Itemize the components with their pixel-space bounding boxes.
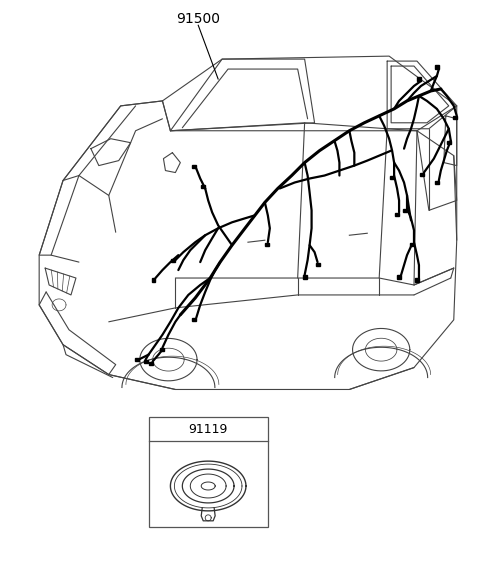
Bar	[403, 209, 407, 212]
Bar	[148, 362, 153, 365]
Bar	[453, 116, 457, 119]
Bar	[134, 358, 139, 361]
Bar	[447, 141, 451, 144]
Bar	[315, 263, 320, 265]
Bar	[192, 165, 196, 168]
Bar	[265, 243, 269, 246]
Bar	[390, 176, 394, 179]
Bar	[420, 173, 424, 176]
Bar	[192, 318, 196, 321]
Text: 91500: 91500	[176, 12, 220, 26]
Bar	[417, 78, 421, 80]
Bar	[410, 243, 414, 246]
Bar	[302, 276, 307, 278]
Bar	[160, 348, 165, 351]
Bar	[144, 360, 147, 363]
Bar	[415, 278, 419, 282]
Bar	[171, 259, 175, 261]
Bar	[148, 417, 268, 527]
Bar	[395, 213, 399, 216]
Bar	[397, 276, 401, 278]
Bar	[201, 185, 205, 188]
Bar	[435, 181, 439, 184]
Text: 91119: 91119	[189, 423, 228, 436]
Bar	[152, 278, 156, 282]
Bar	[435, 66, 439, 68]
